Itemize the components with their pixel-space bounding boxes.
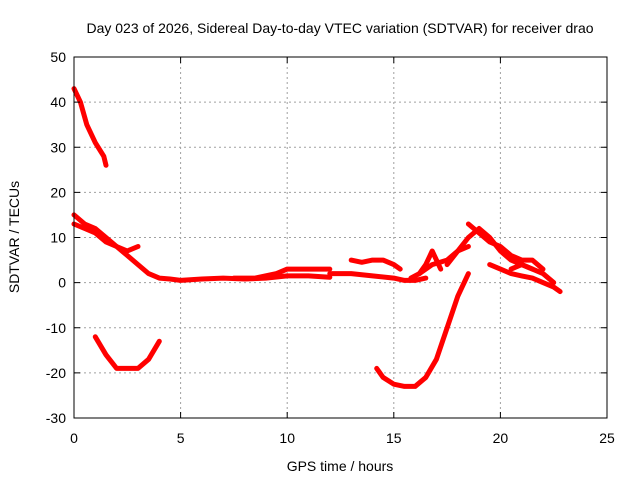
y-tick-label: -10	[46, 320, 66, 336]
y-tick-label: -30	[46, 410, 66, 426]
series-arc8	[374, 271, 471, 389]
series-arc7	[348, 257, 403, 272]
series-arc4	[92, 334, 162, 371]
y-axis-label: SDTVAR / TECUs	[6, 181, 22, 293]
y-tick-label: -20	[46, 365, 66, 381]
y-tick-label: 10	[50, 230, 66, 246]
axis-ticks: -30 -20 -10 0 10 20 30 40 50 0 5 10 15 20 25	[46, 49, 615, 446]
grid	[74, 57, 607, 418]
x-tick-label: 20	[493, 430, 509, 446]
y-tick-label: 20	[50, 184, 66, 200]
series-arc6	[327, 271, 429, 283]
x-axis-label: GPS time / hours	[287, 458, 394, 474]
y-tick-label: 40	[50, 94, 66, 110]
series-arc1	[71, 86, 109, 168]
series-arc5	[231, 266, 333, 281]
x-tick-label: 15	[386, 430, 402, 446]
series-arc3	[71, 221, 141, 254]
y-tick-label: 30	[50, 139, 66, 155]
series-arc10	[416, 248, 444, 277]
y-tick-label: 0	[58, 275, 66, 291]
series-arc13	[487, 262, 563, 295]
series-arc12	[465, 221, 546, 272]
x-tick-label: 5	[177, 430, 185, 446]
series-arc11	[444, 226, 535, 272]
y-tick-label: 50	[50, 49, 66, 65]
x-tick-label: 10	[279, 430, 295, 446]
x-tick-label: 25	[599, 430, 615, 446]
series-arc14	[508, 262, 557, 286]
series-arc2	[71, 212, 333, 283]
x-tick-label: 0	[70, 430, 78, 446]
chart-title: Day 023 of 2026, Sidereal Day-to-day VTE…	[86, 20, 593, 36]
data-series	[71, 86, 563, 389]
